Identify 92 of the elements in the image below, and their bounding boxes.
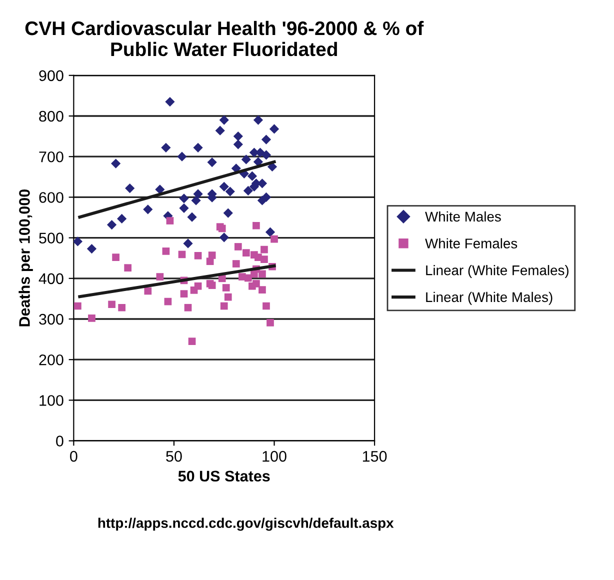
y-tick-label: 800 bbox=[39, 110, 64, 122]
point bbox=[247, 171, 257, 181]
y-tick-label: 900 bbox=[39, 70, 64, 82]
point bbox=[265, 227, 276, 237]
point bbox=[162, 248, 170, 255]
legend-label: White Males bbox=[425, 211, 501, 222]
point bbox=[269, 124, 280, 134]
point bbox=[208, 252, 216, 259]
point bbox=[233, 140, 243, 150]
x-tick-label: 0 bbox=[70, 450, 78, 462]
point bbox=[118, 304, 126, 312]
point bbox=[266, 318, 274, 326]
y-tick-label: 700 bbox=[39, 151, 64, 162]
y-tick-label: 400 bbox=[38, 273, 64, 284]
point bbox=[179, 203, 189, 213]
point bbox=[260, 256, 268, 263]
y-tick-label: 100 bbox=[40, 395, 64, 406]
point bbox=[261, 134, 272, 144]
point bbox=[155, 184, 165, 194]
point bbox=[88, 314, 96, 322]
point bbox=[74, 302, 82, 310]
point bbox=[183, 238, 193, 248]
point bbox=[112, 254, 120, 261]
point bbox=[164, 298, 172, 306]
y-tick-label: 600 bbox=[39, 192, 64, 203]
point bbox=[224, 293, 232, 301]
point bbox=[261, 150, 272, 160]
point bbox=[74, 236, 83, 246]
point bbox=[143, 204, 153, 214]
point bbox=[243, 186, 253, 196]
point bbox=[125, 183, 135, 194]
point bbox=[219, 115, 229, 125]
point bbox=[117, 214, 127, 224]
point bbox=[110, 158, 121, 168]
point bbox=[156, 273, 164, 280]
point bbox=[225, 186, 235, 196]
legend-label: White Females bbox=[425, 238, 518, 248]
point bbox=[223, 208, 233, 218]
point bbox=[252, 222, 260, 230]
x-tick-label: 100 bbox=[262, 450, 286, 462]
point bbox=[193, 189, 203, 199]
point bbox=[253, 115, 264, 125]
point bbox=[179, 194, 189, 204]
text: http://apps.nccd.cdc.gov/giscvh/default.aspx bbox=[98, 518, 394, 531]
legend-label: Linear (White Females) bbox=[426, 265, 568, 278]
point bbox=[233, 131, 243, 142]
point bbox=[144, 287, 152, 295]
chart-title: CVH Cardiovascular Health '96-2000 & % of Public Water Fluoridated bbox=[25, 20, 424, 56]
y-axis-title: Deaths per 100,000 bbox=[18, 190, 33, 326]
point bbox=[252, 280, 260, 288]
point bbox=[193, 142, 203, 152]
point bbox=[108, 300, 116, 308]
point bbox=[232, 260, 240, 268]
point bbox=[258, 270, 266, 278]
x-tick-label: 50 bbox=[166, 450, 182, 462]
point bbox=[194, 282, 202, 290]
point bbox=[207, 157, 217, 168]
point bbox=[178, 250, 186, 258]
y-tick-label: 0 bbox=[56, 436, 64, 446]
point bbox=[242, 249, 250, 256]
point bbox=[165, 96, 175, 107]
point bbox=[86, 244, 97, 254]
point bbox=[222, 284, 230, 292]
point bbox=[124, 264, 132, 272]
point bbox=[177, 152, 187, 162]
x-tick-label: 150 bbox=[362, 450, 387, 462]
point bbox=[161, 142, 171, 152]
point bbox=[188, 338, 196, 346]
y-tick-label: 300 bbox=[39, 314, 64, 325]
point bbox=[187, 212, 197, 222]
point bbox=[106, 220, 117, 230]
point bbox=[180, 290, 188, 298]
point bbox=[219, 182, 229, 192]
point bbox=[262, 302, 270, 310]
point bbox=[261, 192, 272, 202]
point bbox=[194, 252, 202, 260]
point bbox=[166, 217, 174, 224]
point bbox=[258, 286, 266, 294]
point bbox=[219, 232, 229, 242]
x-axis-title: 50 US States bbox=[178, 470, 270, 482]
legend-label: Linear (White Males) bbox=[426, 292, 552, 305]
point bbox=[215, 126, 225, 136]
y-tick-label: 200 bbox=[39, 354, 64, 366]
point bbox=[253, 157, 264, 167]
point bbox=[184, 304, 192, 312]
point bbox=[234, 243, 242, 250]
point bbox=[260, 246, 268, 254]
point bbox=[220, 302, 228, 310]
point bbox=[270, 235, 278, 243]
point bbox=[191, 196, 201, 206]
y-tick-label: 500 bbox=[39, 232, 64, 244]
point bbox=[241, 154, 251, 164]
